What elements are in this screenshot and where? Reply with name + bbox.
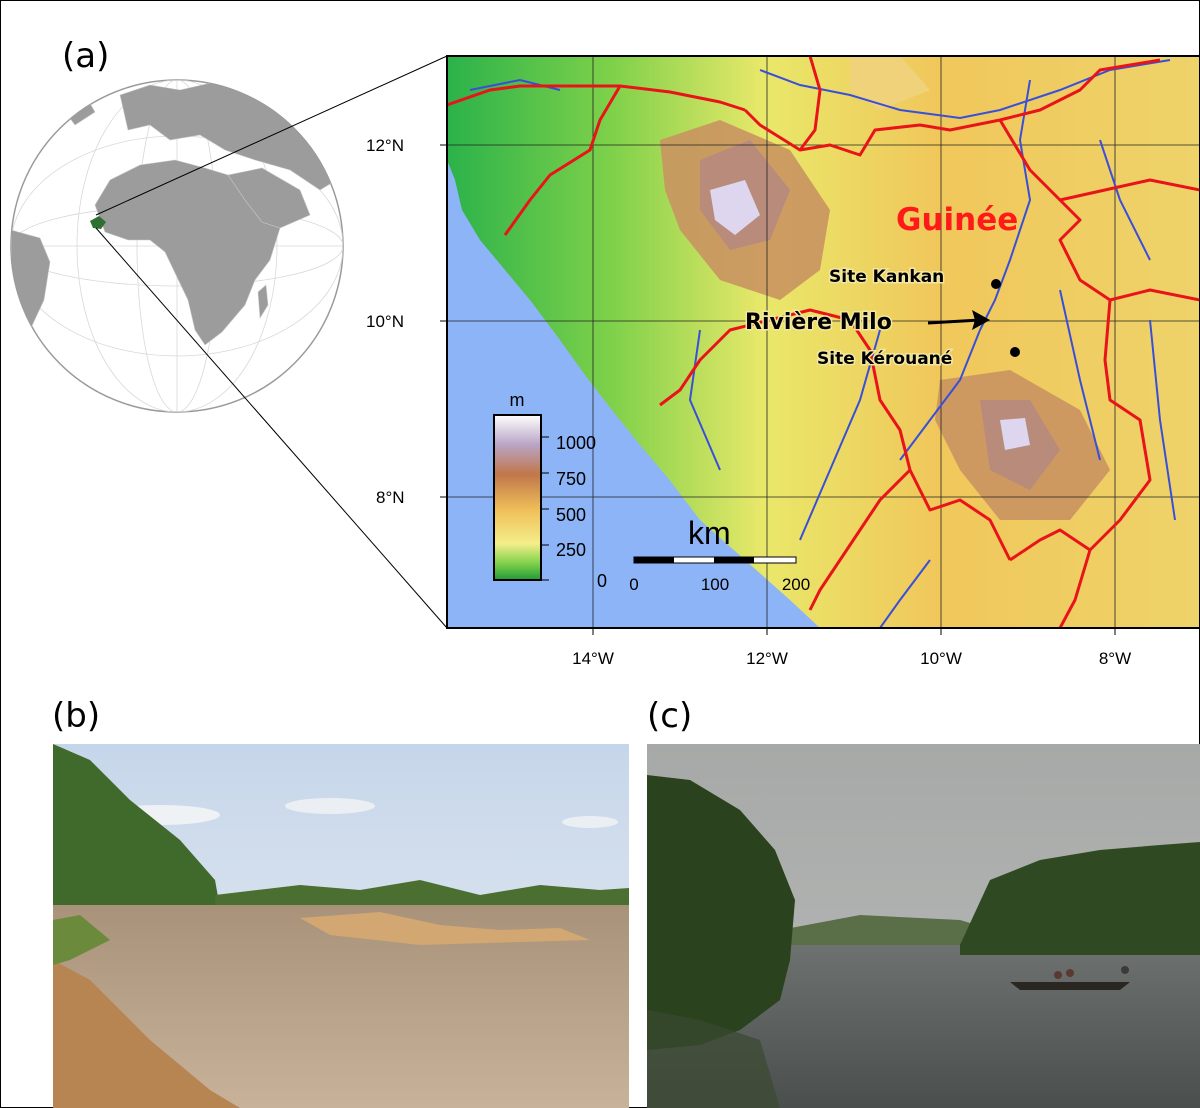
legend-tick-1000: 1000 [556,433,596,453]
panel-label-a: (a) [62,36,110,76]
river-label: Rivière Milo [745,310,892,335]
lat-label-8n: 8°N [376,488,405,507]
site-kerouane-label: Site Kérouané [817,349,952,369]
photo-c [647,744,1200,1108]
lat-label-10n: 10°N [366,312,404,331]
scale-tick-100: 100 [701,575,729,594]
site-kerouane-marker [1010,347,1020,357]
legend-tick-500: 500 [556,505,586,525]
borders [447,56,1200,628]
panel-label-c: (c) [647,696,693,736]
lon-label-14w: 14°W [572,649,614,668]
canoe [1010,982,1130,990]
lat-label-12n: 12°N [366,136,404,155]
scale-unit: km [688,515,731,551]
legend-tick-0: 0 [597,571,607,591]
elevation-legend: m 1000 750 500 250 0 [493,390,607,591]
legend-tick-250: 250 [556,540,586,560]
scale-tick-0: 0 [629,575,638,594]
topographic-map: 12°N 10°N 8°N 14°W 12°W 10°W 8°W Guinée … [366,55,1200,668]
lon-label-10w: 10°W [920,649,962,668]
photo-b [53,744,629,1108]
scale-tick-200: 200 [782,575,810,594]
globe-inset [10,55,448,629]
legend-tick-750: 750 [556,469,586,489]
guinea-highlight [90,216,106,229]
zoom-line-bottom [95,227,448,629]
legend-unit: m [510,390,525,410]
panel-label-b: (b) [52,696,101,736]
site-kankan-marker [991,279,1001,289]
zoom-line-top [95,55,448,216]
map-border [446,55,1200,629]
lon-label-8w: 8°W [1099,649,1131,668]
scale-bar: km 0 100 200 [629,515,810,594]
country-label: Guinée [896,202,1018,238]
site-kankan-label: Site Kankan [829,267,944,287]
arrow-icon [927,310,990,330]
lon-label-12w: 12°W [746,649,788,668]
